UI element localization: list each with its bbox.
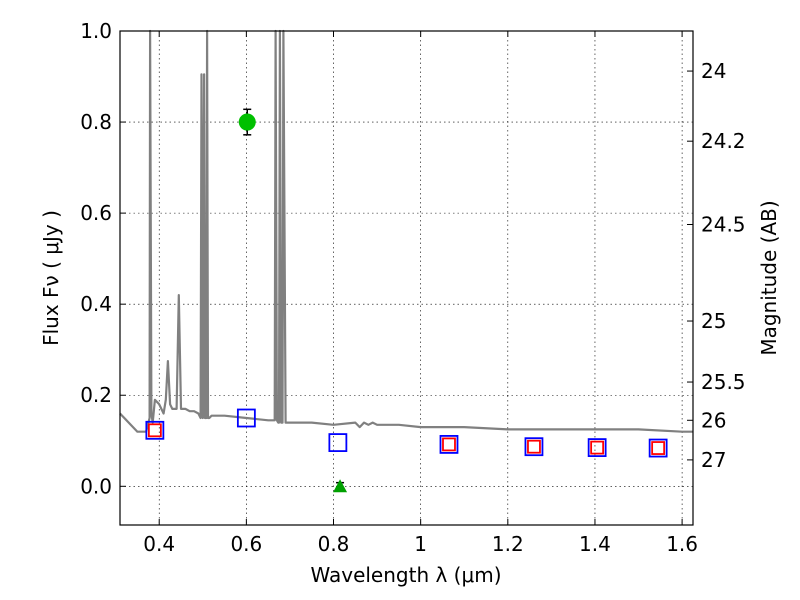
x-tick-label: 1.2 [492, 532, 524, 556]
x-tick-label: 1.6 [666, 532, 698, 556]
y-axis-label: Flux Fν ( μJy ) [39, 210, 63, 346]
y-axis-ticks: 0.0 0.2 0.4 0.6 0.8 1.0 [80, 19, 126, 498]
y2-tick-label: 24 [701, 59, 726, 83]
model-point-square [236, 408, 256, 428]
observed-point-square [590, 440, 605, 455]
observed-point-square [147, 423, 162, 438]
model-point-square [524, 437, 544, 457]
plot-frame [119, 30, 694, 526]
x-axis-ticks: 0.4 0.6 0.8 1 1.2 1.4 1.6 [143, 31, 698, 556]
y2-tick-label: 25.5 [701, 370, 746, 394]
x-tick-label: 0.6 [230, 532, 262, 556]
detection-point [238, 113, 256, 131]
x-tick-label: 0.8 [318, 532, 350, 556]
right-magnitude-axis: 24 24.2 24.5 25 25.5 26 27 [687, 59, 746, 472]
y2-tick-label: 26 [701, 408, 726, 432]
y-tick-label: 0.6 [80, 201, 112, 225]
photometry-markers [145, 108, 668, 493]
model-point-square [439, 435, 459, 454]
model-point-square [145, 420, 165, 440]
x-tick-label: 1.4 [579, 532, 611, 556]
y2-tick-label: 24.5 [701, 213, 746, 237]
observed-point-square [527, 439, 541, 454]
spectrum-line [119, 29, 693, 433]
model-point-square [587, 438, 607, 457]
model-point-square [648, 438, 668, 458]
y-tick-label: 0.0 [80, 474, 112, 498]
observed-point-square [442, 437, 456, 452]
x-tick-label: 0.4 [143, 532, 175, 556]
y2-tick-label: 27 [701, 448, 726, 472]
model-point-square [328, 433, 348, 452]
upper-limit-point [333, 479, 348, 493]
template-spectrum [119, 29, 693, 433]
y-tick-label: 0.8 [80, 110, 112, 134]
observed-point-square [651, 441, 666, 455]
y2-axis-label: Magnitude (AB) [757, 200, 781, 355]
x-axis-label: Wavelength λ (μm) [310, 563, 501, 587]
y2-tick-label: 24.2 [701, 129, 746, 153]
y2-tick-label: 25 [701, 309, 726, 333]
y-tick-label: 1.0 [80, 19, 112, 43]
y-tick-label: 0.4 [80, 292, 112, 316]
y-tick-label: 0.2 [80, 383, 112, 407]
x-tick-label: 1 [414, 532, 427, 556]
